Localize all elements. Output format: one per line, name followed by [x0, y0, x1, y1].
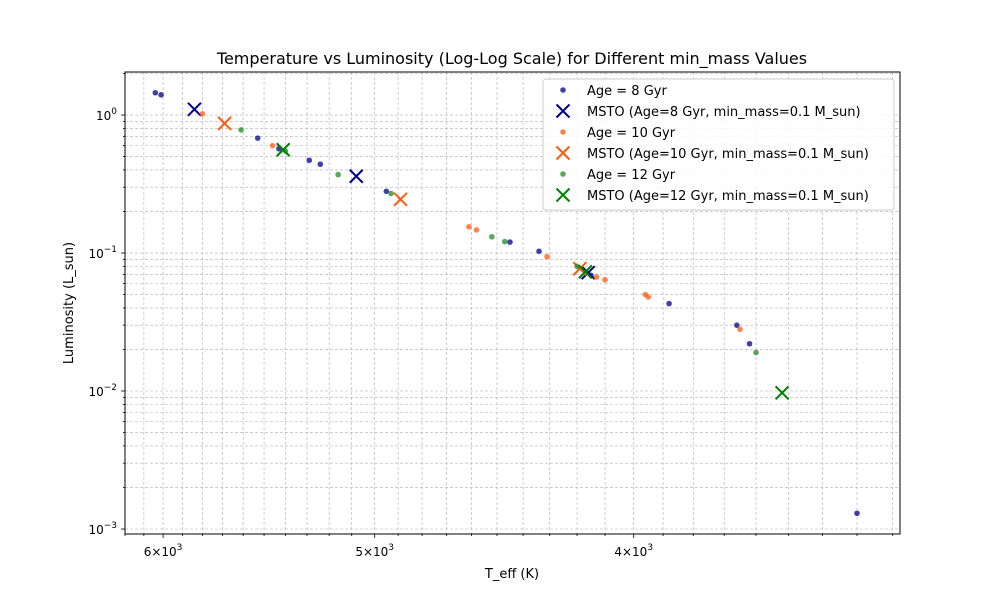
msto-marker — [393, 192, 408, 207]
data-point — [501, 238, 508, 245]
legend-marker-dot — [560, 171, 566, 177]
x-tick-label: 4×103 — [614, 543, 653, 559]
data-point — [737, 326, 743, 333]
legend-marker-dot — [560, 129, 566, 135]
data-point — [158, 92, 164, 98]
data-point — [746, 340, 753, 347]
plot-frame — [124, 71, 901, 535]
data-point — [388, 190, 394, 197]
legend-label: Age = 12 Gyr — [587, 168, 676, 183]
msto-marker — [774, 385, 790, 401]
legend-label: MSTO (Age=8 Gyr, min_mass=0.1 M_sun) — [587, 105, 861, 120]
data-points — [152, 89, 860, 517]
data-point — [507, 239, 513, 245]
data-point — [473, 227, 480, 233]
legend: Age = 8 Gyr MSTO (Age=8 Gyr, min_mass=0.1… — [542, 78, 895, 211]
y-tick-label: 10−1 — [88, 245, 117, 261]
legend-marker-dot — [560, 87, 566, 93]
x-tick-label: 6×103 — [144, 543, 183, 559]
data-point — [199, 111, 206, 117]
data-point — [593, 274, 600, 280]
data-point — [602, 276, 608, 283]
data-point — [238, 127, 244, 133]
legend-box — [542, 78, 895, 211]
y-tick-label: 10−3 — [88, 521, 117, 537]
data-point — [489, 234, 495, 240]
x-tick-label: 5×103 — [355, 543, 394, 559]
legend-marker-x — [555, 187, 571, 203]
legend-marker-x — [555, 145, 571, 161]
data-point — [666, 300, 672, 307]
data-point — [383, 188, 390, 195]
msto-marker — [578, 264, 593, 280]
x-axis-label: T_eff (K) — [484, 567, 539, 582]
legend-marker-x — [555, 103, 571, 119]
data-point — [317, 161, 324, 168]
data-point — [544, 253, 550, 260]
data-point — [536, 248, 542, 255]
legend-label: Age = 10 Gyr — [587, 126, 676, 141]
y-tick-label: 10−2 — [88, 383, 117, 399]
chart-title: Temperature vs Luminosity (Log-Log Scale… — [216, 49, 807, 69]
data-point — [574, 263, 580, 270]
data-point — [645, 294, 652, 300]
legend-label: MSTO (Age=12 Gyr, min_mass=0.1 M_sun) — [587, 189, 869, 204]
legend-label: Age = 8 Gyr — [587, 84, 667, 99]
data-point — [854, 510, 860, 517]
data-point — [335, 171, 341, 178]
data-point — [254, 135, 261, 141]
data-point — [753, 349, 759, 356]
y-tick-label: 100 — [96, 107, 117, 123]
msto-marker — [276, 142, 291, 157]
data-point — [734, 322, 740, 328]
y-axis-label: Luminosity (L_sun) — [62, 242, 77, 364]
data-point — [306, 157, 313, 164]
data-point — [466, 223, 472, 230]
axis-ticks: 6×103 5×103 4×103 100 10−1 10−2 10−3 — [88, 73, 894, 559]
msto-marker — [217, 116, 232, 131]
msto-marker — [580, 265, 596, 280]
legend-label: MSTO (Age=10 Gyr, min_mass=0.1 M_sun) — [587, 147, 869, 162]
data-point — [269, 142, 276, 149]
data-point — [152, 89, 159, 96]
msto-marker — [187, 102, 202, 117]
msto-marker — [349, 169, 364, 184]
